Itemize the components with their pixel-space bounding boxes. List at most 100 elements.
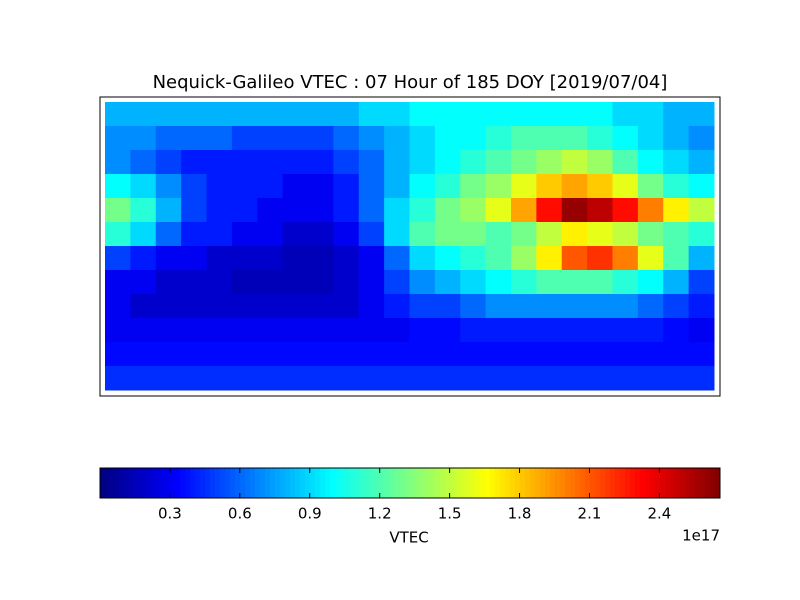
heatmap-cell <box>587 222 613 247</box>
map-frame <box>99 96 721 397</box>
heatmap-cell <box>485 174 512 199</box>
heatmap-cell <box>358 174 385 199</box>
heatmap-cell <box>663 198 690 223</box>
colorbar-step <box>400 468 406 498</box>
heatmap-cell <box>434 342 461 367</box>
heatmap-cell <box>384 366 410 391</box>
heatmap-cell <box>485 366 512 391</box>
heatmap-cell <box>460 126 487 151</box>
colorbar-step <box>510 468 516 498</box>
heatmap-cell <box>460 270 487 295</box>
colorbar-step <box>245 468 251 498</box>
heatmap-cell <box>181 294 207 319</box>
heatmap-cell <box>663 318 690 343</box>
heatmap-cell <box>587 150 613 175</box>
heatmap-cell <box>434 150 461 175</box>
colorbar-step <box>625 468 631 498</box>
colorbar-step <box>175 468 181 498</box>
heatmap-cell <box>282 126 309 151</box>
heatmap-cell <box>105 150 131 175</box>
colorbar-step <box>275 468 281 498</box>
heatmap-cell <box>231 318 258 343</box>
colorbar-step <box>575 468 581 498</box>
heatmap-cell <box>257 126 284 151</box>
heatmap-cell <box>206 270 233 295</box>
heatmap-cell <box>612 342 639 367</box>
heatmap-cell <box>663 102 690 127</box>
heatmap-cell <box>688 246 715 271</box>
heatmap-cell <box>231 126 258 151</box>
colorbar-step <box>680 468 686 498</box>
heatmap-cell <box>130 150 157 175</box>
heatmap-cell <box>637 270 664 295</box>
colorbar-step <box>520 468 526 498</box>
heatmap-cell <box>688 102 715 127</box>
heatmap-cell <box>358 150 385 175</box>
heatmap-cell <box>130 126 157 151</box>
heatmap-cell <box>663 126 690 151</box>
heatmap-cell <box>231 222 258 247</box>
heatmap-cell <box>231 102 258 127</box>
colorbar-step <box>550 468 556 498</box>
heatmap-cell <box>384 222 410 247</box>
heatmap-cell <box>282 222 309 247</box>
colorbar-step <box>105 468 111 498</box>
heatmap-cell <box>612 294 639 319</box>
colorbar-step <box>385 468 391 498</box>
colorbar-step <box>710 468 716 498</box>
heatmap-cell <box>536 174 563 199</box>
colorbar-step <box>640 468 646 498</box>
heatmap-cell <box>612 366 639 391</box>
colorbar-step <box>100 468 106 498</box>
colorbar-step <box>435 468 441 498</box>
colorbar-step <box>590 468 596 498</box>
heatmap-cell <box>105 126 131 151</box>
heatmap-cell <box>511 318 537 343</box>
heatmap-cell <box>460 318 487 343</box>
colorbar-step <box>240 468 246 498</box>
heatmap-cell <box>536 342 563 367</box>
heatmap-cell <box>308 246 334 271</box>
heatmap-cell <box>587 126 613 151</box>
colorbar-step <box>685 468 691 498</box>
heatmap-cell <box>536 126 563 151</box>
heatmap-cell <box>612 174 639 199</box>
heatmap-cell <box>612 222 639 247</box>
heatmap-cell <box>181 342 207 367</box>
heatmap-cell <box>257 294 284 319</box>
heatmap-cell <box>485 150 512 175</box>
colorbar-step <box>265 468 271 498</box>
colorbar-step <box>140 468 146 498</box>
colorbar-step <box>675 468 681 498</box>
heatmap-cell <box>358 366 385 391</box>
heatmap-cell <box>612 126 639 151</box>
heatmap-cell <box>688 366 715 391</box>
heatmap-cell <box>181 270 207 295</box>
heatmap-cell <box>181 246 207 271</box>
heatmap-cell <box>181 126 207 151</box>
heatmap-cell <box>155 246 182 271</box>
heatmap-cell <box>155 270 182 295</box>
heatmap-cell <box>587 294 613 319</box>
heatmap-cell <box>511 342 537 367</box>
heatmap-cell <box>130 198 157 223</box>
heatmap-cell <box>536 150 563 175</box>
heatmap-cell <box>155 150 182 175</box>
colorbar-step <box>405 468 411 498</box>
heatmap-cell <box>409 102 436 127</box>
heatmap-cell <box>587 102 613 127</box>
heatmap-cell <box>130 342 157 367</box>
heatmap-cell <box>409 246 436 271</box>
colorbar-tick-label: 0.6 <box>228 505 252 523</box>
heatmap-cell <box>333 342 360 367</box>
colorbar-step <box>185 468 191 498</box>
colorbar-step <box>230 468 236 498</box>
heatmap-cell <box>206 222 233 247</box>
colorbar-step <box>390 468 396 498</box>
colorbar-step <box>145 468 151 498</box>
heatmap-cell <box>308 198 334 223</box>
heatmap-cell <box>688 126 715 151</box>
heatmap-cell <box>155 174 182 199</box>
colorbar-step <box>280 468 286 498</box>
heatmap-cell <box>282 246 309 271</box>
